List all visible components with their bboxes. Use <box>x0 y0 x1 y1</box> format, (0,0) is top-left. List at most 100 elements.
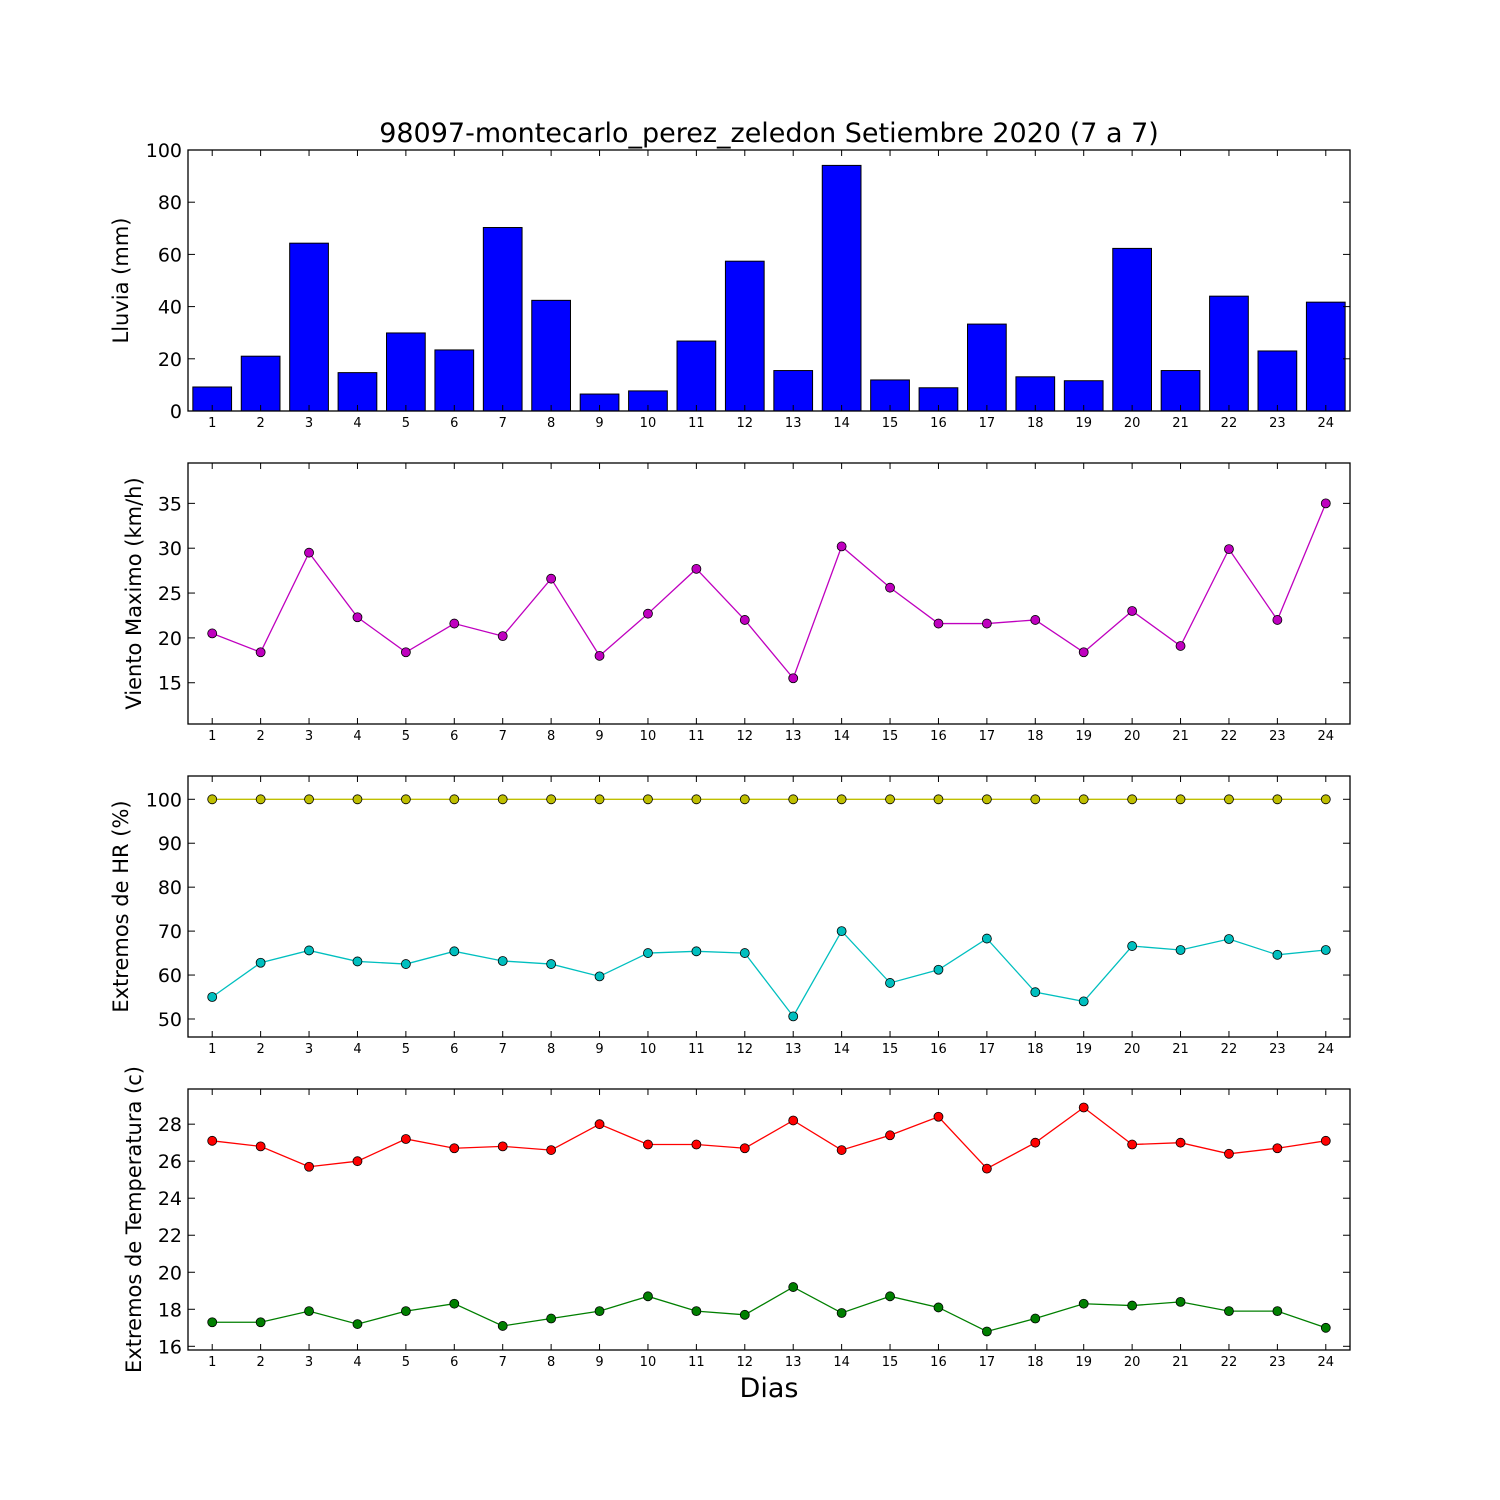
point-s1-day-7 <box>497 794 508 805</box>
x-tick-label: 24 <box>1318 1355 1335 1370</box>
x-tick-label: 8 <box>547 1355 555 1370</box>
x-tick-label: 19 <box>1075 416 1092 431</box>
x-tick-label: 1 <box>208 416 216 431</box>
x-tick-label: 3 <box>305 1042 313 1057</box>
point-s1-day-22 <box>1224 794 1234 805</box>
point-s2-day-14 <box>836 926 847 937</box>
point-s2-day-6 <box>449 1298 460 1309</box>
x-tick-label: 14 <box>833 1355 850 1370</box>
point-s1-day-14 <box>836 1145 847 1155</box>
x-tick-label: 2 <box>256 729 264 744</box>
point-s2-day-4 <box>352 956 363 967</box>
point-s2-day-6 <box>449 946 460 957</box>
y-axis-label: Extremos de Temperatura (c) <box>122 1066 146 1373</box>
point-s1-day-16 <box>933 1111 944 1122</box>
y-axis-label: Extremos de HR (%) <box>109 800 133 1012</box>
x-tick-label: 2 <box>256 416 264 431</box>
point-s2-day-1 <box>207 1317 218 1328</box>
point-s2-day-2 <box>255 1317 266 1328</box>
chart-title: 98097-montecarlo_perez_zeledon Setiembre… <box>379 118 1159 149</box>
y-tick-label: 60 <box>158 244 182 266</box>
x-tick-label: 18 <box>1027 1355 1044 1370</box>
point-s1-day-17 <box>981 1163 992 1174</box>
point-s2-day-10 <box>643 1291 653 1302</box>
x-tick-label: 6 <box>450 1042 458 1057</box>
point-s1-day-19 <box>1078 1102 1089 1113</box>
y-tick-label: 100 <box>146 140 182 162</box>
point-s1-day-3 <box>304 1161 314 1172</box>
x-tick-label: 18 <box>1027 416 1044 431</box>
point-s1-day-10 <box>643 608 653 619</box>
x-tick-label: 2 <box>256 1355 264 1370</box>
x-tick-label: 17 <box>979 1355 996 1370</box>
x-tick-label: 18 <box>1027 729 1044 744</box>
point-s1-day-8 <box>546 794 557 805</box>
x-tick-label: 7 <box>499 1355 507 1370</box>
x-tick-label: 6 <box>450 729 458 744</box>
point-s1-day-6 <box>449 794 460 805</box>
y-tick-label: 20 <box>158 1262 182 1284</box>
y-axis-label: Lluvia (mm) <box>109 218 133 344</box>
axes-frame <box>187 775 1351 1038</box>
x-tick-label: 13 <box>785 1042 802 1057</box>
point-s1-day-22 <box>1224 1148 1234 1159</box>
point-s1-day-9 <box>594 794 605 805</box>
y-tick-label: 80 <box>158 192 182 214</box>
y-tick-label: 80 <box>158 877 182 899</box>
y-tick-label: 26 <box>158 1151 182 1173</box>
point-s1-day-24 <box>1320 1135 1331 1146</box>
point-s1-day-1 <box>207 794 218 805</box>
point-s2-day-22 <box>1224 1306 1234 1317</box>
x-tick-label: 13 <box>785 1355 802 1370</box>
x-tick-label: 23 <box>1269 416 1286 431</box>
y-tick-label: 22 <box>158 1225 182 1247</box>
x-tick-label: 12 <box>737 1355 754 1370</box>
x-tick-label: 9 <box>595 1355 603 1370</box>
point-s2-day-12 <box>739 948 750 958</box>
x-tick-label: 12 <box>737 729 754 744</box>
point-s1-day-6 <box>449 618 460 629</box>
point-s2-day-5 <box>400 959 411 969</box>
x-tick-label: 7 <box>499 729 507 744</box>
x-tick-label: 24 <box>1318 729 1335 744</box>
point-s1-day-13 <box>788 673 799 684</box>
point-s1-day-10 <box>643 1139 653 1150</box>
point-s2-day-19 <box>1078 1298 1089 1309</box>
x-tick-label: 6 <box>450 416 458 431</box>
point-s1-day-22 <box>1224 544 1234 554</box>
x-tick-label: 19 <box>1075 729 1092 744</box>
x-tick-label: 8 <box>547 729 555 744</box>
bar-day-12 <box>724 260 765 412</box>
bar-day-13 <box>773 370 814 412</box>
y-tick-label: 70 <box>158 921 182 943</box>
axes-frame <box>187 149 1351 412</box>
x-tick-label: 11 <box>688 1042 705 1057</box>
point-s2-day-10 <box>643 948 653 958</box>
x-tick-label: 22 <box>1221 416 1238 431</box>
point-s2-day-11 <box>691 1306 702 1317</box>
x-tick-label: 11 <box>688 416 705 431</box>
y-tick-label: 90 <box>158 833 182 855</box>
x-tick-label: 1 <box>208 729 216 744</box>
x-tick-label: 16 <box>930 729 947 744</box>
point-s1-day-18 <box>1030 1137 1041 1148</box>
x-tick-label: 4 <box>353 1355 361 1370</box>
x-tick-label: 23 <box>1269 1355 1286 1370</box>
x-tick-label: 22 <box>1221 1042 1238 1057</box>
x-tick-label: 24 <box>1318 416 1335 431</box>
x-tick-label: 19 <box>1075 1355 1092 1370</box>
x-tick-label: 23 <box>1269 729 1286 744</box>
point-s1-day-15 <box>885 794 895 805</box>
x-tick-label: 8 <box>547 416 555 431</box>
point-s2-day-3 <box>304 945 314 956</box>
x-tick-label: 12 <box>737 1042 754 1057</box>
point-s1-day-9 <box>594 1119 605 1130</box>
bar-day-5 <box>386 332 426 412</box>
x-tick-label: 16 <box>930 1042 947 1057</box>
point-s1-day-14 <box>836 541 847 552</box>
x-tick-label: 4 <box>353 416 361 431</box>
